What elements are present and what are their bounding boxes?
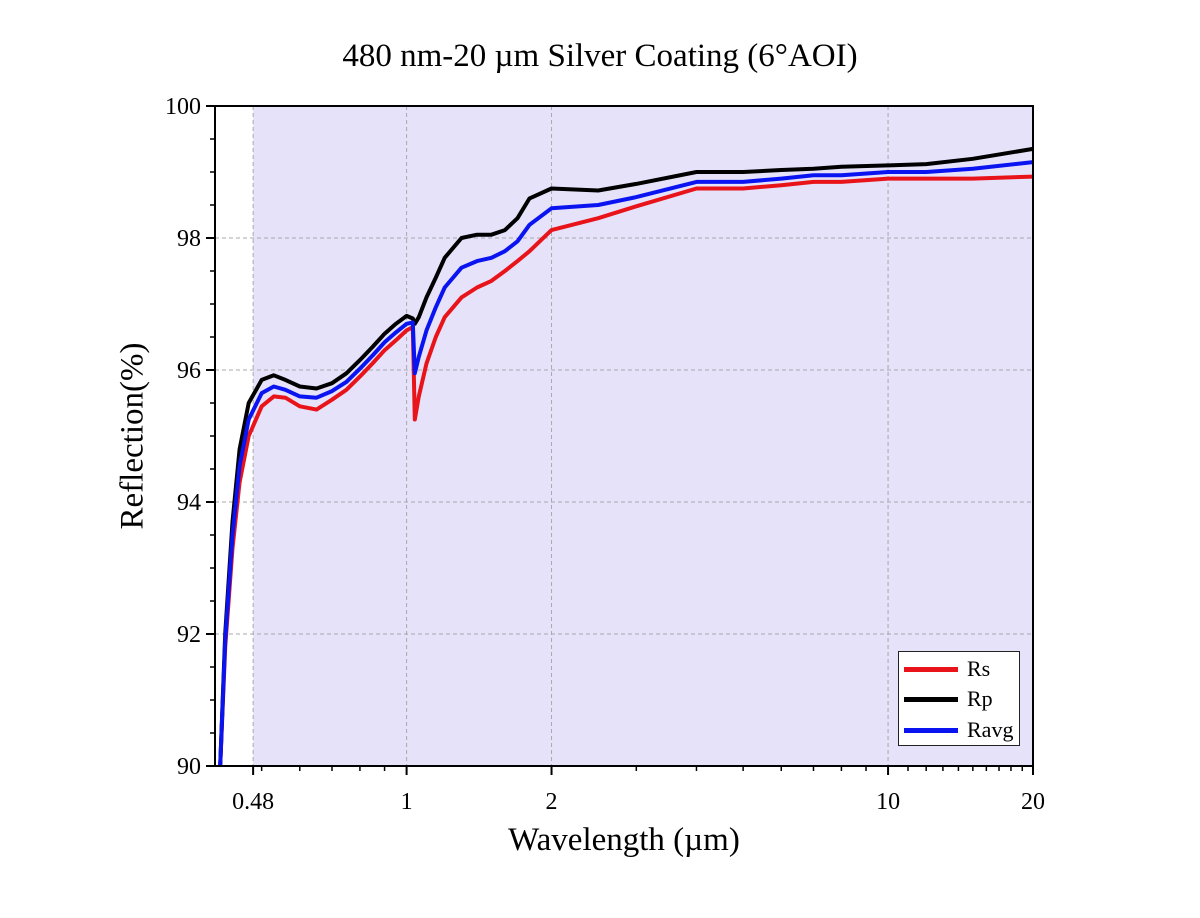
x-axis-label: Wavelength (µm) — [508, 822, 740, 858]
y-tick-label: 92 — [177, 622, 201, 648]
legend-swatch-ravg — [904, 728, 958, 733]
chart-title: 480 nm-20 µm Silver Coating (6°AOI) — [342, 38, 858, 74]
legend-item-rp: Rp — [899, 687, 1019, 711]
series-line-rp — [218, 146, 1034, 767]
legend-swatch-rs — [904, 667, 958, 672]
series-lines — [218, 146, 1034, 767]
legend-label-ravg: Ravg — [967, 717, 1014, 742]
y-tick-label: 98 — [177, 226, 201, 252]
y-tick-label: 100 — [165, 94, 201, 120]
legend-label-rp: Rp — [967, 686, 993, 711]
x-tick-label: 2 — [546, 789, 558, 815]
legend-item-ravg: Ravg — [899, 718, 1019, 742]
legend: Rs Rp Ravg — [898, 651, 1020, 746]
y-tick-label: 96 — [177, 358, 201, 384]
series-line-rs — [218, 174, 1034, 767]
legend-swatch-rp — [904, 697, 958, 702]
axis-ticks: 90 92 94 96 98 100 0.48 1 2 10 20 — [165, 94, 1045, 815]
series-line-ravg — [218, 160, 1034, 767]
x-tick-label: 10 — [876, 789, 900, 815]
legend-item-rs: Rs — [899, 657, 1019, 681]
legend-label-rs: Rs — [967, 656, 991, 681]
y-axis-label: Reflection(%) — [114, 342, 151, 530]
x-tick-label: 20 — [1021, 789, 1045, 815]
x-tick-label: 0.48 — [232, 789, 274, 815]
y-tick-label: 90 — [177, 754, 201, 780]
y-tick-label: 94 — [177, 490, 201, 516]
x-tick-label: 1 — [401, 789, 413, 815]
